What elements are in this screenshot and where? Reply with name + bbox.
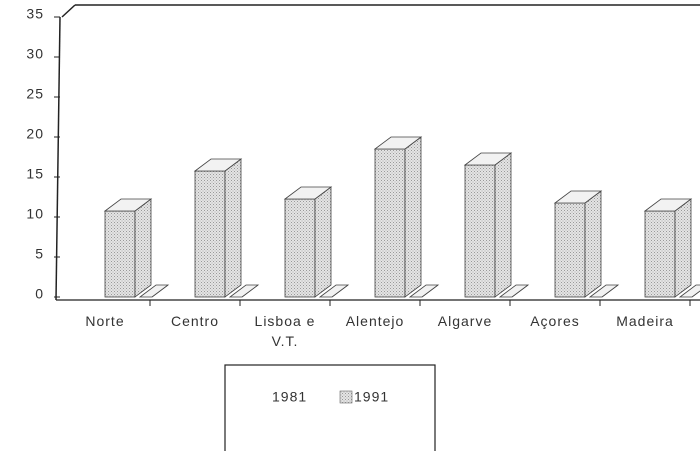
bar [643, 198, 693, 298]
bar [588, 284, 620, 298]
bar-top [463, 152, 513, 166]
bar-top [318, 284, 350, 298]
y-tick-label: 25 [26, 86, 44, 102]
bar-front [284, 198, 316, 298]
legend-label: 1981 [272, 389, 307, 405]
y-tick-label: 20 [26, 126, 44, 142]
x-tick-label: Algarve [437, 313, 493, 329]
bar-side [494, 152, 512, 298]
x-tick-label: Lisboa e V.T. [254, 313, 316, 349]
bar [498, 284, 530, 298]
bar-front [644, 210, 676, 298]
bar [318, 284, 350, 298]
legend-label: 1991 [354, 389, 389, 405]
bar [678, 284, 700, 298]
bar [283, 186, 333, 298]
bar [408, 284, 440, 298]
bar-top [193, 158, 243, 172]
bar-top [553, 190, 603, 204]
y-tick-label: 0 [35, 286, 44, 302]
y-tick-label: 35 [26, 6, 44, 22]
bar [463, 152, 513, 298]
bar-side [134, 198, 152, 298]
legend-swatch [339, 390, 353, 404]
bar-front [374, 148, 406, 298]
x-tick-label: Centro [170, 313, 220, 329]
bar-top [283, 186, 333, 200]
bar-front [194, 170, 226, 298]
y-tick-label: 15 [26, 166, 44, 182]
x-tick-label: Norte [85, 313, 125, 329]
bar-top [588, 284, 620, 298]
bar-top [228, 284, 260, 298]
x-tick-label: Madeira [616, 313, 674, 329]
bar-side [674, 198, 692, 298]
x-tick-label: Açores [530, 313, 580, 329]
x-tick-label: Alentejo [345, 313, 405, 329]
bar [373, 136, 423, 298]
bar-top [138, 284, 170, 298]
y-axis [55, 16, 61, 301]
bar-top [498, 284, 530, 298]
bar-front [104, 210, 136, 298]
bar-top [678, 284, 700, 298]
wall-corner [61, 4, 76, 18]
bar-top [373, 136, 423, 150]
y-tick-label: 10 [26, 206, 44, 222]
bar-side [404, 136, 422, 298]
bar-top [643, 198, 693, 212]
bar-side [314, 186, 332, 298]
legend-box [224, 364, 436, 451]
bar-side [224, 158, 242, 298]
bar [103, 198, 153, 298]
bar-top [103, 198, 153, 212]
bar [138, 284, 170, 298]
bar-front [554, 202, 586, 298]
y-tick-label: 5 [35, 246, 44, 262]
bar-side [584, 190, 602, 298]
y-tick-label: 30 [26, 46, 44, 62]
bar [193, 158, 243, 298]
bar [553, 190, 603, 298]
bar [228, 284, 260, 298]
bar-front [464, 164, 496, 298]
bar-top [408, 284, 440, 298]
